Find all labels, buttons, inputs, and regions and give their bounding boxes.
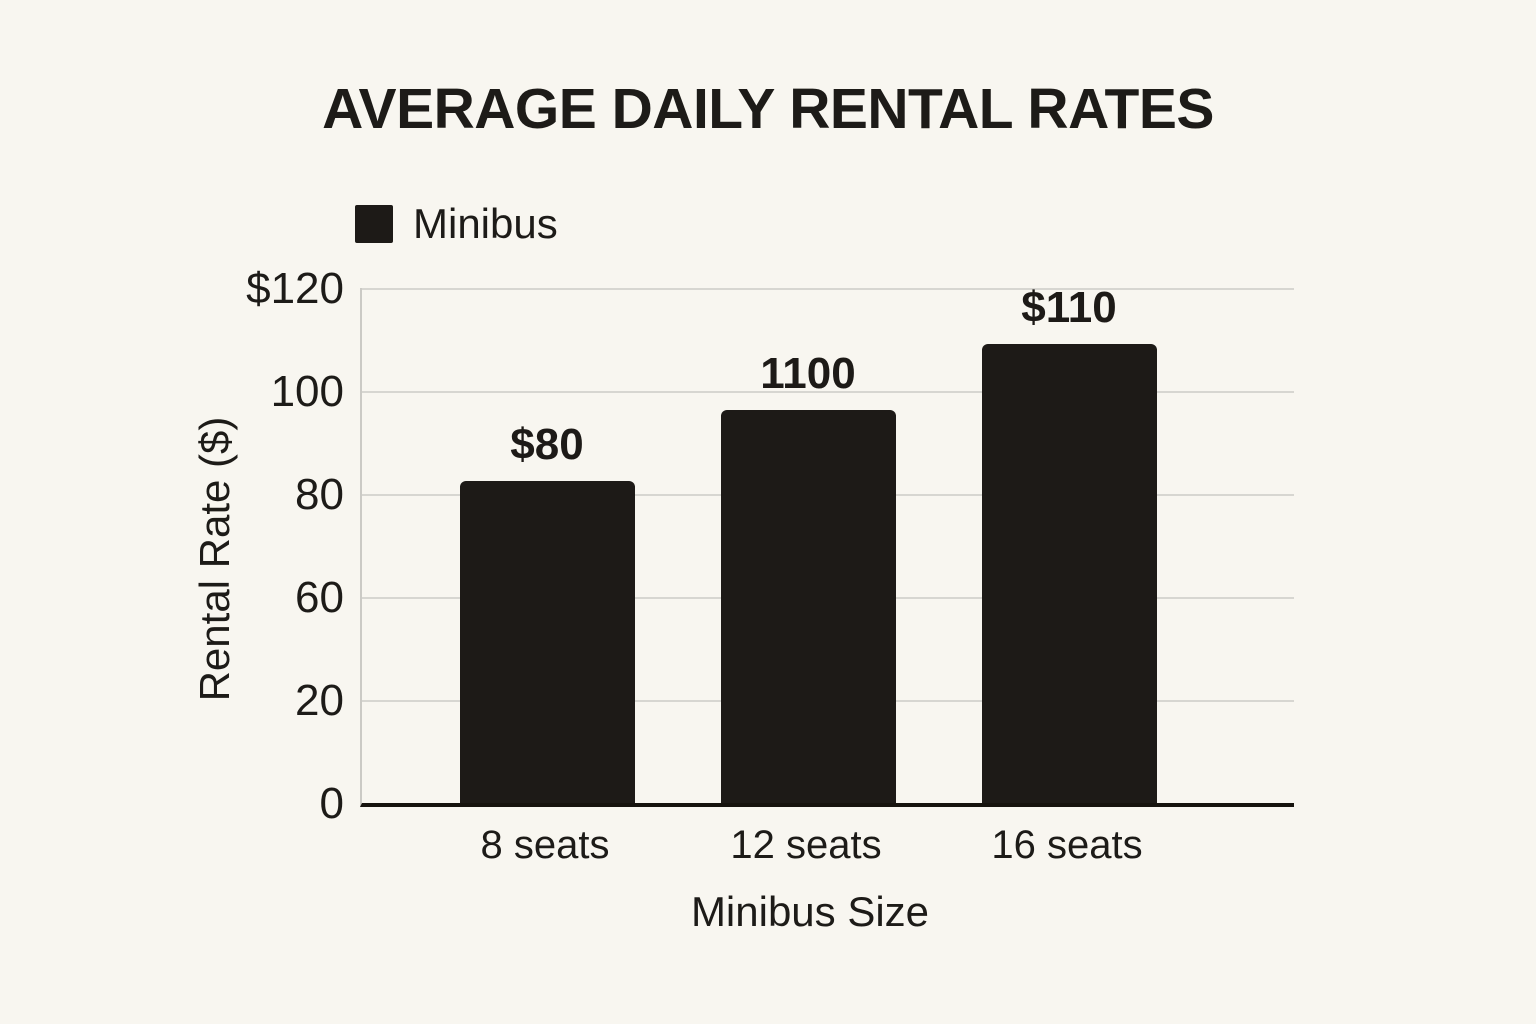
legend-swatch-minibus [355,205,393,243]
y-tick-label: 20 [295,676,344,725]
gridline [362,391,1294,393]
x-tick-label-16-seats: 16 seats [991,823,1143,867]
legend: Minibus [355,203,558,245]
bar-12-seats [720,410,896,803]
y-tick-label: 60 [295,573,344,622]
bar-value-label: 1100 [760,349,856,398]
bar-8-seats [459,481,635,803]
bar-value-label: $110 [1021,283,1117,332]
plot-area: $80 1100 $110 [360,284,1294,807]
x-tick-label-12-seats: 12 seats [730,823,882,867]
legend-label: Minibus [413,200,558,247]
y-tick-label: 0 [319,779,344,828]
y-tick-label: $120 [246,264,344,313]
bar-value-label: $80 [510,420,584,469]
x-tick-label-8-seats: 8 seats [480,823,610,867]
chart-title: AVERAGE DAILY RENTAL RATES [322,77,1214,141]
y-tick-label: 80 [295,470,344,519]
gridline [362,288,1294,290]
bar-16-seats [981,344,1157,803]
x-axis-title: Minibus Size [690,888,930,935]
y-tick-label: 100 [270,367,344,416]
